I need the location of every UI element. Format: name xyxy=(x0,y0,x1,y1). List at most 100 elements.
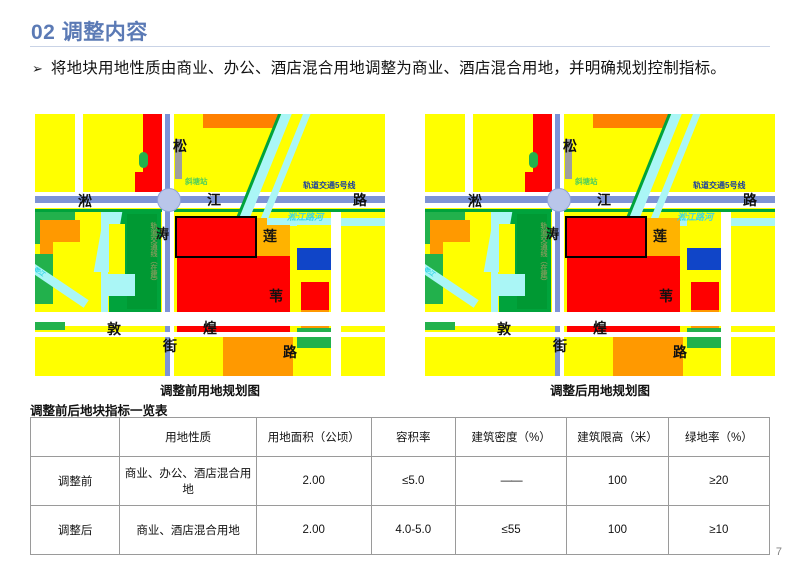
map-caption-before: 调整前用地规划图 xyxy=(159,384,260,398)
map-orange-strip xyxy=(593,114,668,128)
table-row: 调整后 商业、酒店混合用地 2.00 4.0-5.0 ≤55 100 ≥10 xyxy=(29,505,771,555)
table-header-cell-6: 绿地率（%） xyxy=(667,417,771,457)
bullet-arrow-icon: ➢ xyxy=(32,61,43,76)
map-green-south xyxy=(425,322,455,330)
map-parcel-red-top xyxy=(177,218,255,256)
table-header-row: 用地性质 用地面积（公顷） 容积率 建筑密度（%） 建筑限高（米） 绿地率（%） xyxy=(29,417,771,457)
map-road-horizontal-fill xyxy=(35,196,385,203)
table-header-cell-5: 建筑限高（米） xyxy=(566,417,669,457)
map-road-greenbelt xyxy=(35,209,385,212)
cell-landuse: 商业、酒店混合用地 xyxy=(119,505,257,555)
cell-far: 4.0-5.0 xyxy=(370,505,456,555)
cell-far: ≤5.0 xyxy=(370,456,456,506)
row-label-before: 调整前 xyxy=(29,456,121,506)
map-label-jiang: 江 xyxy=(207,192,221,208)
map-label-song-v: 松 xyxy=(173,138,187,154)
table-title: 调整前后地块指标一览表 xyxy=(30,404,168,418)
cell-density: ≤55 xyxy=(454,505,568,555)
map-parcel-red-top xyxy=(567,218,645,256)
map-road-vertical-east xyxy=(721,212,731,376)
table-row: 调整前 商业、办公、酒店混合用地 2.00 ≤5.0 —— 100 ≥20 xyxy=(29,456,771,506)
map-block-east-red xyxy=(301,282,329,310)
map-block-blue xyxy=(687,248,722,270)
map-pond xyxy=(497,274,525,296)
map-label-jie: 街 xyxy=(553,338,567,354)
map-label-feng: 苇 xyxy=(659,288,673,304)
title-divider xyxy=(30,46,770,47)
map-green-south2 xyxy=(297,328,333,348)
map-road-dunhuang xyxy=(425,312,775,326)
map-road-horizontal-fill xyxy=(425,196,775,203)
map-label-song-v: 松 xyxy=(563,138,577,154)
map-before-adjustment: 淞 江 路 松 涛 莲 苇 敦 煌 街 路 斜塘站 轨道交通5号线 淞江路河 轨… xyxy=(35,114,385,376)
table-header-cell-3: 容积率 xyxy=(370,417,456,457)
map-label-huang: 煌 xyxy=(593,320,607,336)
map-grey-block xyxy=(565,139,572,179)
map-label-jiang: 江 xyxy=(597,192,611,208)
map-road-south-line xyxy=(425,332,775,337)
cell-density: —— xyxy=(454,456,568,506)
map-road-greenbelt xyxy=(425,209,775,212)
map-block-south-orange xyxy=(223,336,293,376)
map-label-lu2: 路 xyxy=(283,344,297,360)
cell-green-ratio: ≥20 xyxy=(667,456,771,506)
map-road-vertical-fill xyxy=(555,114,560,376)
map-block-south-orange xyxy=(613,336,683,376)
map-label-dun: 敦 xyxy=(497,321,511,337)
cell-height: 100 xyxy=(566,505,669,555)
map-river-h2 xyxy=(267,218,385,225)
cell-area: 2.00 xyxy=(255,456,372,506)
bullet-row: ➢ 将地块用地性质由商业、办公、酒店混合用地调整为商业、酒店混合用地，并明确规划… xyxy=(32,58,780,80)
map-label-tao: 涛 xyxy=(545,226,559,242)
map-label-metro-line: 轨道交通5号线 xyxy=(693,181,746,190)
map-label-huang: 煌 xyxy=(203,320,217,336)
map-caption-after: 调整后用地规划图 xyxy=(549,384,650,398)
cell-area: 2.00 xyxy=(255,505,372,555)
map-label-lu: 路 xyxy=(353,192,367,208)
map-label-station: 斜塘站 xyxy=(575,177,598,186)
metro-station-marker xyxy=(547,188,571,212)
map-pond xyxy=(107,274,135,296)
map-label-jie: 街 xyxy=(163,338,177,354)
map-label-river: 淞江路河 xyxy=(287,212,324,222)
map-label-song: 淞 xyxy=(468,193,482,209)
map-label-metro-under-construction: 轨道交通线（在建） xyxy=(150,222,157,285)
map-label-metro-line: 轨道交通5号线 xyxy=(303,181,356,190)
map-parcel-outline xyxy=(175,216,257,258)
map-road-vertical-fill xyxy=(165,114,170,376)
table-header-cell-1: 用地性质 xyxy=(119,417,257,457)
map-label-lian: 莲 xyxy=(263,228,277,244)
page-number: 7 xyxy=(775,546,782,558)
map-label-river: 淞江路河 xyxy=(677,212,714,222)
cell-height: 100 xyxy=(566,456,669,506)
page-title: 02 调整内容 xyxy=(31,21,148,44)
map-green-south xyxy=(35,322,65,330)
indicator-table: 用地性质 用地面积（公顷） 容积率 建筑密度（%） 建筑限高（米） 绿地率（%）… xyxy=(29,417,771,555)
row-label-after: 调整后 xyxy=(29,505,121,555)
map-label-lu2: 路 xyxy=(673,344,687,360)
map-label-tao: 涛 xyxy=(155,226,169,242)
table-header-cell-2: 用地面积（公顷） xyxy=(255,417,372,457)
map-orange-strip xyxy=(203,114,278,128)
map-road-vertical-east xyxy=(331,212,341,376)
cell-landuse: 商业、办公、酒店混合用地 xyxy=(119,456,257,506)
map-label-dun: 敦 xyxy=(107,321,121,337)
map-label-lian: 莲 xyxy=(653,228,667,244)
map-green-pill xyxy=(529,152,538,168)
map-label-feng: 苇 xyxy=(269,288,283,304)
map-label-song: 淞 xyxy=(78,193,92,209)
map-block-blue xyxy=(297,248,332,270)
map-parcel-outline xyxy=(565,216,647,258)
map-label-station: 斜塘站 xyxy=(185,177,208,186)
map-green-south2 xyxy=(687,328,723,348)
map-after-adjustment: 淞 江 路 松 涛 莲 苇 敦 煌 街 路 斜塘站 轨道交通5号线 淞江路河 轨… xyxy=(425,114,775,376)
cell-green-ratio: ≥10 xyxy=(667,505,771,555)
map-yellow-central xyxy=(109,224,125,286)
map-road-south-line xyxy=(35,332,385,337)
map-road-dunhuang xyxy=(35,312,385,326)
map-block-east-red xyxy=(691,282,719,310)
map-block-east1 xyxy=(687,218,722,248)
table-header-cell-0 xyxy=(29,417,121,457)
map-street xyxy=(75,114,83,200)
metro-station-marker xyxy=(157,188,181,212)
